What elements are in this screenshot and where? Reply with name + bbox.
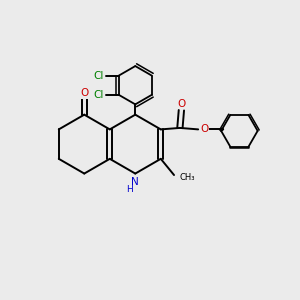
Text: H: H (127, 185, 134, 194)
Text: CH₃: CH₃ (179, 173, 195, 182)
Text: O: O (177, 99, 185, 109)
Text: Cl: Cl (93, 90, 103, 100)
Text: N: N (131, 177, 139, 187)
Text: O: O (200, 124, 209, 134)
Text: Cl: Cl (93, 71, 103, 81)
Text: O: O (80, 88, 88, 98)
